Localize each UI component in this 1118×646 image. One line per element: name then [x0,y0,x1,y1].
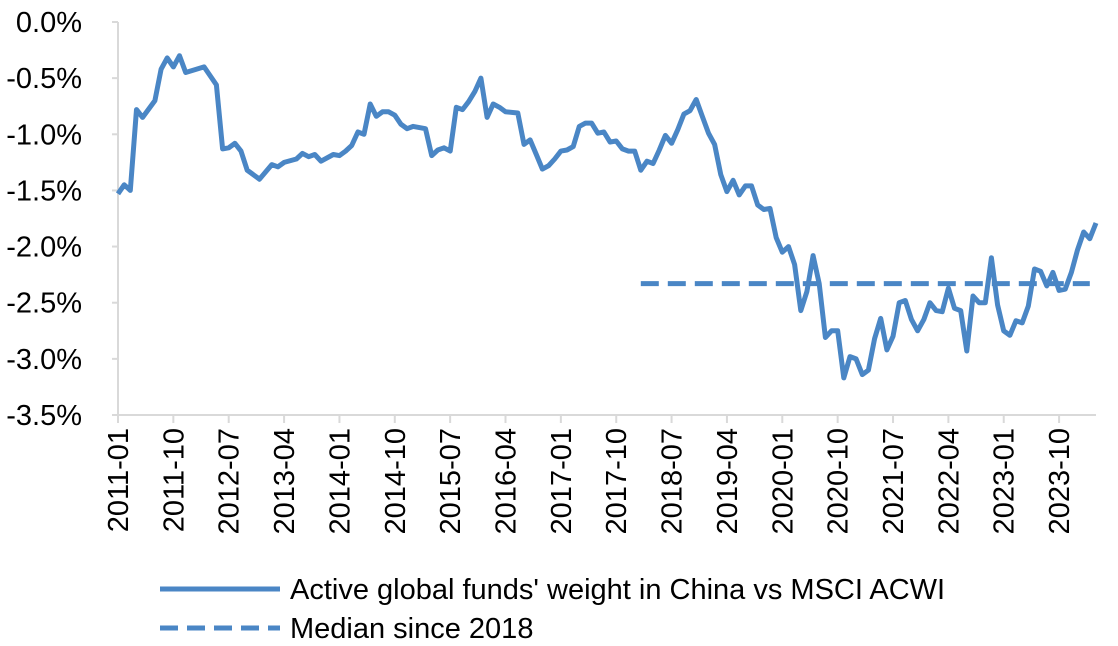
legend-label-median: Median since 2018 [290,613,533,645]
x-tick-label: 2011-01 [103,428,135,532]
legend: Active global funds' weight in China vs … [160,574,945,645]
x-tick-label: 2012-07 [214,428,246,534]
x-tick-label: 2014-10 [380,428,412,534]
y-tick-label: -0.5% [6,63,82,95]
y-tick-label: -3.0% [6,344,82,376]
x-tick-label: 2013-04 [269,428,301,534]
x-tick-label: 2014-01 [324,428,356,534]
series-line-active-funds [115,53,1099,381]
x-tick-label: 2015-07 [435,428,467,534]
x-tick-label: 2018-07 [657,428,689,534]
x-tick-label: 2021-07 [878,428,910,534]
x-tick-label: 2023-01 [989,428,1021,534]
y-tick-label: 0.0% [16,7,82,39]
x-tick-label: 2017-10 [601,428,633,534]
x-tick-label: 2020-10 [823,428,855,534]
x-tick-label: 2019-04 [712,428,744,534]
y-tick-label: -2.5% [6,288,82,320]
y-tick-label: -1.5% [6,175,82,207]
x-tick-label: 2022-04 [933,428,965,534]
x-axis: 2011-01 2011-10 2012-07 2013-04 2014-01 2014-… [103,414,1096,534]
x-tick-label: 2017-01 [546,428,578,534]
x-tick-label: 2020-01 [767,428,799,534]
y-axis: 0.0% -0.5% -1.0% -1.5% -2.0% -2.5% -3.0% -3.5% [6,7,119,432]
legend-label-active-funds: Active global funds' weight in China vs … [290,574,945,606]
y-tick-label: -1.0% [6,119,82,151]
y-tick-label: -3.5% [6,400,82,432]
x-tick-label: 2023-10 [1044,428,1076,534]
x-tick-label: 2016-04 [491,428,523,534]
y-tick-label: -2.0% [6,232,82,264]
x-tick-label: 2011-10 [158,428,190,532]
series-layer [115,53,1099,381]
